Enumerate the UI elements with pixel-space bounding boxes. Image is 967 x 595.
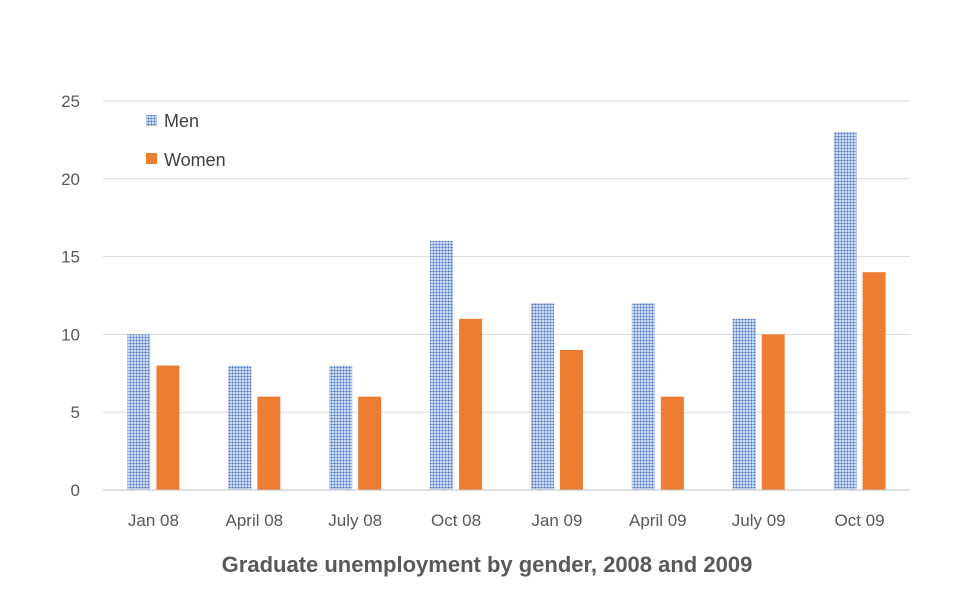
x-tick-label: April 09	[629, 511, 687, 530]
bar-men-jan-09	[530, 303, 554, 490]
bar-women-jan-09	[559, 349, 583, 490]
y-tick-label: 0	[71, 481, 80, 500]
x-tick-label: April 08	[225, 511, 283, 530]
bar-men-april-08	[228, 365, 252, 490]
y-tick-label: 20	[61, 170, 80, 189]
bar-women-july-08	[358, 396, 382, 490]
y-tick-label: 25	[61, 92, 80, 111]
x-tick-label: Oct 09	[835, 511, 885, 530]
legend: Men Women	[146, 111, 226, 170]
bar-men-july-09	[732, 318, 756, 490]
bar-men-april-09	[631, 303, 655, 490]
x-tick-label: July 09	[732, 511, 786, 530]
gridlines	[103, 100, 910, 413]
legend-label-women: Women	[164, 150, 226, 170]
bar-men-oct-08	[430, 241, 454, 490]
bar-women-april-08	[257, 396, 281, 490]
x-tick-label: Jan 08	[128, 511, 179, 530]
bar-men-jan-08	[127, 334, 151, 490]
bar-women-oct-08	[459, 318, 483, 490]
y-tick-label: 5	[71, 403, 80, 422]
bar-women-oct-09	[862, 272, 886, 490]
x-axis-ticks: Jan 08 April 08 July 08 Oct 08 Jan 09 April 0…	[128, 511, 885, 530]
chart-title: Graduate unemployment by gender, 2008 an…	[222, 552, 753, 577]
bars	[127, 132, 886, 490]
y-tick-label: 15	[61, 248, 80, 267]
bar-men-july-08	[329, 365, 353, 490]
bar-women-july-09	[761, 334, 785, 490]
bar-men-oct-09	[833, 132, 857, 490]
legend-swatch-men	[146, 115, 157, 126]
legend-label-men: Men	[164, 111, 199, 131]
y-axis-ticks: 0 5 10 15 20 25	[61, 92, 80, 500]
x-tick-label: Jan 09	[531, 511, 582, 530]
bar-women-jan-08	[156, 365, 180, 490]
x-tick-label: Oct 08	[431, 511, 481, 530]
y-tick-label: 10	[61, 325, 80, 344]
x-tick-label: July 08	[328, 511, 382, 530]
legend-swatch-women	[146, 153, 157, 164]
bar-women-april-09	[660, 396, 684, 490]
